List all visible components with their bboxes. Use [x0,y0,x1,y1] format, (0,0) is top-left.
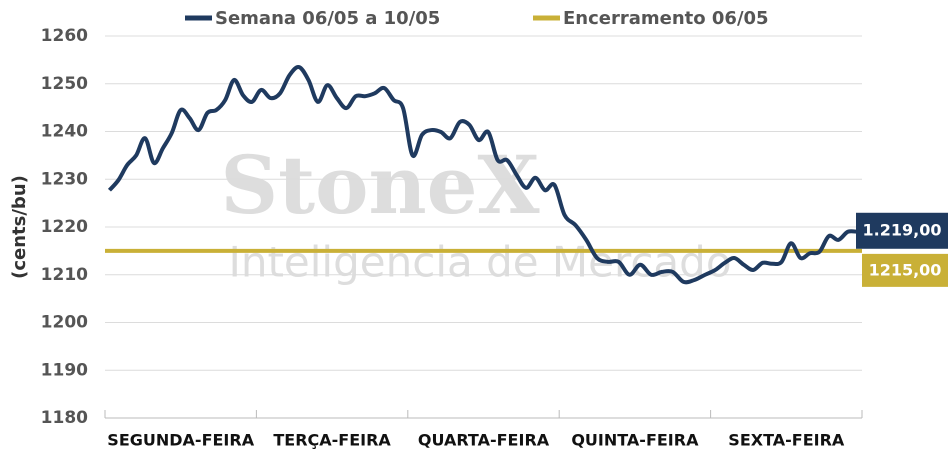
ref-label-box [862,253,948,287]
x-tick-label: QUARTA-FEIRA [418,431,550,450]
y-tick-label: 1190 [41,360,88,380]
y-tick-label: 1240 [41,122,88,142]
x-tick-label: SEXTA-FEIRA [728,431,845,450]
y-tick-label: 1180 [41,408,88,428]
watermark-title: StoneX [220,138,539,232]
end-label: 1.219,00 [863,220,942,239]
y-tick-label: 1220 [41,217,88,237]
y-tick-label: 1230 [41,169,88,189]
watermark-subtitle: Inteligencia de Mercado [228,238,731,287]
y-tick-label: 1210 [41,265,88,285]
y-axis-label: (cents/bu) [9,175,30,279]
x-tick-label: QUINTA-FEIRA [571,431,699,450]
x-tick-label: TERÇA-FEIRA [273,431,391,450]
end-label-box [856,212,948,249]
x-tick-label: SEGUNDA-FEIRA [107,431,254,450]
y-tick-label: 1260 [41,26,88,46]
series-line [107,64,858,285]
y-tick-label: 1200 [41,313,88,333]
ref-label: 1215,00 [869,260,942,279]
legend-label: Semana 06/05 a 10/05 [215,8,440,29]
y-tick-label: 1250 [41,74,88,94]
legend-label: Encerramento 06/05 [563,8,769,29]
